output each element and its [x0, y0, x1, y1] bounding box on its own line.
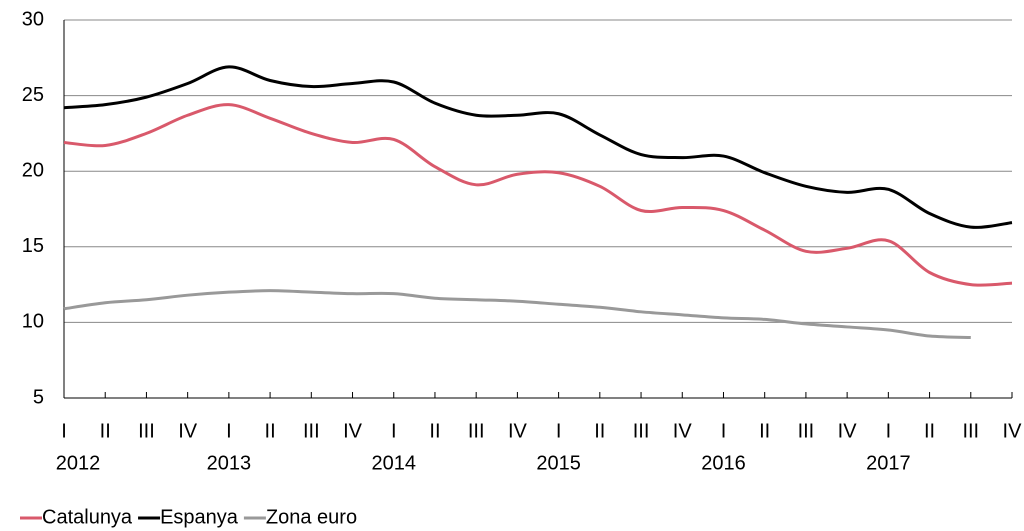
x-tick-label: IV: [673, 420, 693, 442]
x-tick-label: IV: [1003, 420, 1023, 442]
line-series: [63, 65, 1013, 229]
x-tick-label: II: [429, 420, 440, 442]
x-tick-label: IV: [178, 420, 198, 442]
legend-label: Zona euro: [266, 506, 357, 528]
x-tick-label: III: [468, 420, 485, 442]
year-label: 2015: [536, 452, 581, 474]
year-label: 2017: [866, 452, 911, 474]
x-tick-label: I: [886, 420, 892, 442]
x-tick-label: I: [556, 420, 562, 442]
x-tick-label: II: [265, 420, 276, 442]
y-tick-label: 10: [22, 311, 44, 333]
x-tick-label: IV: [343, 420, 363, 442]
line-series: [63, 289, 971, 340]
y-tick-label: 25: [22, 84, 44, 106]
x-tick-label: I: [61, 420, 67, 442]
y-tick-label: 15: [22, 235, 44, 257]
line-series: [63, 103, 1013, 287]
year-label: 2014: [371, 452, 416, 474]
x-tick-label: III: [303, 420, 320, 442]
x-tick-label: IV: [838, 420, 858, 442]
year-label: 2016: [701, 452, 746, 474]
x-tick-label: I: [226, 420, 232, 442]
x-tick-label: III: [798, 420, 815, 442]
year-label: 2013: [207, 452, 252, 474]
year-label: 2012: [56, 452, 101, 474]
x-tick-label: I: [721, 420, 727, 442]
x-tick-label: II: [100, 420, 111, 442]
legend-label: Espanya: [160, 506, 239, 528]
legend-label: Catalunya: [42, 506, 133, 528]
x-tick-label: IV: [508, 420, 528, 442]
x-tick-label: II: [924, 420, 935, 442]
x-tick-label: III: [962, 420, 979, 442]
x-tick-label: III: [633, 420, 650, 442]
y-tick-label: 30: [22, 8, 44, 30]
y-tick-label: 5: [33, 386, 44, 408]
x-tick-label: II: [594, 420, 605, 442]
x-tick-label: I: [391, 420, 397, 442]
x-tick-label: III: [138, 420, 155, 442]
y-tick-label: 20: [22, 159, 44, 181]
x-tick-label: II: [759, 420, 770, 442]
